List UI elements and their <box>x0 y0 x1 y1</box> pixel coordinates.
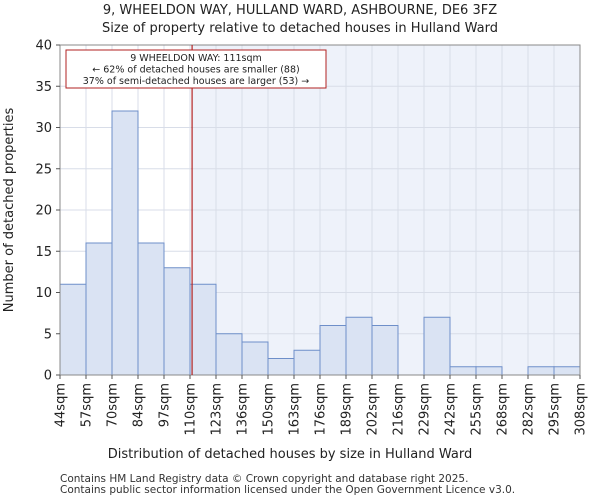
y-axis: 0 5 10 15 20 25 30 35 40 <box>35 39 60 384</box>
bars <box>59 110 581 376</box>
histogram-bar <box>449 366 477 376</box>
x-tick-label: 255sqm <box>470 383 485 436</box>
y-tick-label: 35 <box>35 80 52 95</box>
y-tick-label: 10 <box>35 286 52 301</box>
histogram-bar <box>423 316 451 376</box>
y-tick-label: 15 <box>35 245 52 260</box>
x-tick-label: 97sqm <box>158 383 173 427</box>
x-tick-label: 110sqm <box>184 383 199 436</box>
x-tick-label: 295sqm <box>548 383 563 436</box>
x-tick-label: 150sqm <box>262 383 277 436</box>
annotation-line-3: 37% of semi-detached houses are larger (… <box>83 76 310 87</box>
histogram-bar <box>371 325 399 376</box>
annotation-box: 9 WHEELDON WAY: 111sqm ← 62% of detached… <box>65 49 327 89</box>
y-tick-label: 40 <box>35 39 52 54</box>
histogram-bar <box>241 341 269 376</box>
y-tick-label: 25 <box>35 162 52 177</box>
histogram-bar <box>215 333 243 376</box>
x-tick-label: 136sqm <box>236 383 251 436</box>
histogram-bar <box>59 283 87 376</box>
histogram-bar <box>475 366 503 376</box>
x-tick-label: 308sqm <box>574 383 589 436</box>
x-tick-label: 216sqm <box>392 383 407 436</box>
x-tick-label: 202sqm <box>366 383 381 436</box>
y-tick-label: 5 <box>44 327 52 342</box>
histogram-bar <box>189 283 217 376</box>
footer-line-1: Contains HM Land Registry data © Crown c… <box>60 473 469 485</box>
y-tick-label: 20 <box>35 204 52 219</box>
x-tick-label: 189sqm <box>340 383 355 436</box>
title-line-1: 9, WHEELDON WAY, HULLAND WARD, ASHBOURNE… <box>102 3 498 18</box>
x-axis: 44sqm 57sqm 70sqm 84sqm 97sqm 110sqm 123sqm 136… <box>54 375 589 436</box>
histogram-bar <box>137 242 165 376</box>
x-tick-label: 242sqm <box>444 383 459 436</box>
y-tick-label: 30 <box>35 121 52 136</box>
footer: Contains HM Land Registry data © Crown c… <box>60 474 515 496</box>
x-tick-label: 268sqm <box>496 383 511 436</box>
x-tick-label: 176sqm <box>314 383 329 436</box>
annotation-line-2: ← 62% of detached houses are smaller (88… <box>92 65 299 76</box>
histogram-bar <box>345 316 373 376</box>
y-axis-label: Number of detached properties <box>2 108 17 313</box>
x-tick-label: 163sqm <box>288 383 303 436</box>
x-tick-label: 44sqm <box>54 383 69 427</box>
footer-line-2: Contains public sector information licen… <box>60 484 516 496</box>
x-tick-label: 57sqm <box>80 383 95 427</box>
histogram-bar <box>293 349 321 376</box>
y-tick-label: 0 <box>44 369 52 384</box>
histogram-bar <box>111 110 139 376</box>
annotation-line-1: 9 WHEELDON WAY: 111sqm <box>130 53 262 64</box>
histogram-bar <box>85 242 113 376</box>
histogram-bar <box>267 358 295 376</box>
histogram-bar <box>553 366 581 376</box>
title-line-2: Size of property relative to detached ho… <box>102 21 498 36</box>
x-tick-label: 70sqm <box>106 383 121 427</box>
x-tick-label: 229sqm <box>418 383 433 436</box>
x-tick-label: 282sqm <box>522 383 537 436</box>
chart-title: 9, WHEELDON WAY, HULLAND WARD, ASHBOURNE… <box>0 2 600 38</box>
histogram-bar <box>163 267 191 376</box>
histogram-bar <box>527 366 555 376</box>
x-tick-label: 123sqm <box>210 383 225 436</box>
histogram-bar <box>319 325 347 376</box>
x-tick-label: 84sqm <box>132 383 147 427</box>
annotation-border <box>65 49 327 89</box>
x-axis-label: Distribution of detached houses by size … <box>108 447 472 462</box>
